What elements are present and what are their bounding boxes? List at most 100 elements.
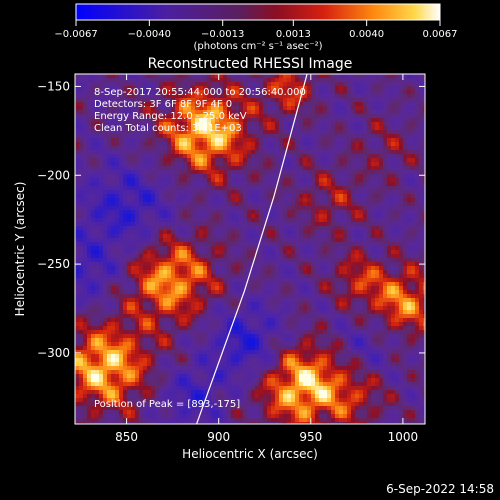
heatmap-cell [379, 154, 383, 158]
heatmap-cell [119, 222, 123, 226]
heatmap-cell [107, 222, 111, 226]
heatmap-cell [271, 158, 275, 162]
heatmap-cell [219, 122, 223, 126]
heatmap-cell [395, 294, 399, 298]
heatmap-cell [231, 214, 235, 218]
heatmap-cell [79, 130, 83, 134]
heatmap-cell [75, 294, 79, 298]
heatmap-cell [303, 246, 307, 250]
heatmap-cell [351, 234, 355, 238]
heatmap-cell [127, 146, 131, 150]
heatmap-cell [359, 98, 363, 102]
heatmap-cell [303, 214, 307, 218]
heatmap-cell [347, 154, 351, 158]
heatmap-cell [287, 198, 291, 202]
heatmap-cell [247, 94, 251, 98]
heatmap-cell [299, 146, 303, 150]
heatmap-cell [239, 126, 243, 130]
heatmap-cell [315, 158, 319, 162]
heatmap-cell [99, 174, 103, 178]
heatmap-cell [371, 246, 375, 250]
heatmap-cell [251, 110, 255, 114]
heatmap-cell [311, 134, 315, 138]
heatmap-cell [331, 262, 335, 266]
heatmap-cell [123, 98, 127, 102]
heatmap-cell [127, 250, 131, 254]
heatmap-cell [135, 214, 139, 218]
heatmap-cell [387, 130, 391, 134]
heatmap-cell [247, 294, 251, 298]
heatmap-cell [415, 230, 419, 234]
heatmap-cell [267, 170, 271, 174]
colorbar-tick-label: −0.0040 [128, 29, 171, 40]
heatmap-cell [183, 146, 187, 150]
heatmap-cell [115, 162, 119, 166]
heatmap-cell [367, 146, 371, 150]
heatmap-cell [319, 102, 323, 106]
heatmap-cell [143, 114, 147, 118]
heatmap-cell [379, 190, 383, 194]
heatmap-cell [175, 198, 179, 202]
heatmap-cell [215, 210, 219, 214]
heatmap-cell [383, 202, 387, 206]
heatmap-cell [227, 174, 231, 178]
heatmap-cell [327, 230, 331, 234]
heatmap-cell [407, 274, 411, 278]
heatmap-cell [255, 298, 259, 302]
heatmap-cell [415, 150, 419, 154]
heatmap-cell [183, 126, 187, 130]
heatmap-cell [367, 218, 371, 222]
heatmap-cell [227, 162, 231, 166]
heatmap-cell [159, 286, 163, 290]
heatmap-cell [315, 242, 319, 246]
heatmap-cell [267, 138, 271, 142]
heatmap-cell [207, 162, 211, 166]
heatmap-cell [143, 110, 147, 114]
heatmap-cell [387, 282, 391, 286]
heatmap-cell [107, 202, 111, 206]
heatmap-cell [111, 102, 115, 106]
heatmap-cell [243, 218, 247, 222]
heatmap-cell [399, 254, 403, 258]
heatmap-cell [179, 210, 183, 214]
heatmap-cell [91, 270, 95, 274]
heatmap-cell [391, 226, 395, 230]
heatmap-cell [195, 106, 199, 110]
heatmap-cell [359, 138, 363, 142]
heatmap-cell [339, 286, 343, 290]
heatmap-cell [367, 266, 371, 270]
heatmap-cell [155, 182, 159, 186]
heatmap-cell [211, 274, 215, 278]
heatmap-cell [127, 150, 131, 154]
heatmap-cell [95, 198, 99, 202]
heatmap-cell [299, 290, 303, 294]
heatmap-cell [403, 118, 407, 122]
heatmap-cell [383, 218, 387, 222]
heatmap-cell [231, 150, 235, 154]
heatmap-cell [271, 138, 275, 142]
heatmap-cell [251, 94, 255, 98]
heatmap-cell [347, 210, 351, 214]
heatmap-cell [391, 130, 395, 134]
heatmap-cell [135, 106, 139, 110]
heatmap-cell [339, 262, 343, 266]
heatmap-cell [415, 78, 419, 82]
heatmap-cell [411, 270, 415, 274]
heatmap-cell [327, 190, 331, 194]
heatmap-cell [115, 258, 119, 262]
heatmap-cell [151, 234, 155, 238]
heatmap-cell [227, 178, 231, 182]
heatmap-cell [147, 138, 151, 142]
heatmap-cell [239, 266, 243, 270]
heatmap-cell [123, 218, 127, 222]
heatmap-cell [91, 78, 95, 82]
heatmap-cell [355, 182, 359, 186]
heatmap-cell [139, 222, 143, 226]
heatmap-cell [183, 158, 187, 162]
heatmap-cell [383, 278, 387, 282]
heatmap-cell [199, 90, 203, 94]
heatmap-cell [127, 294, 131, 298]
heatmap-cell [347, 78, 351, 82]
heatmap-cell [343, 182, 347, 186]
heatmap-cell [167, 90, 171, 94]
